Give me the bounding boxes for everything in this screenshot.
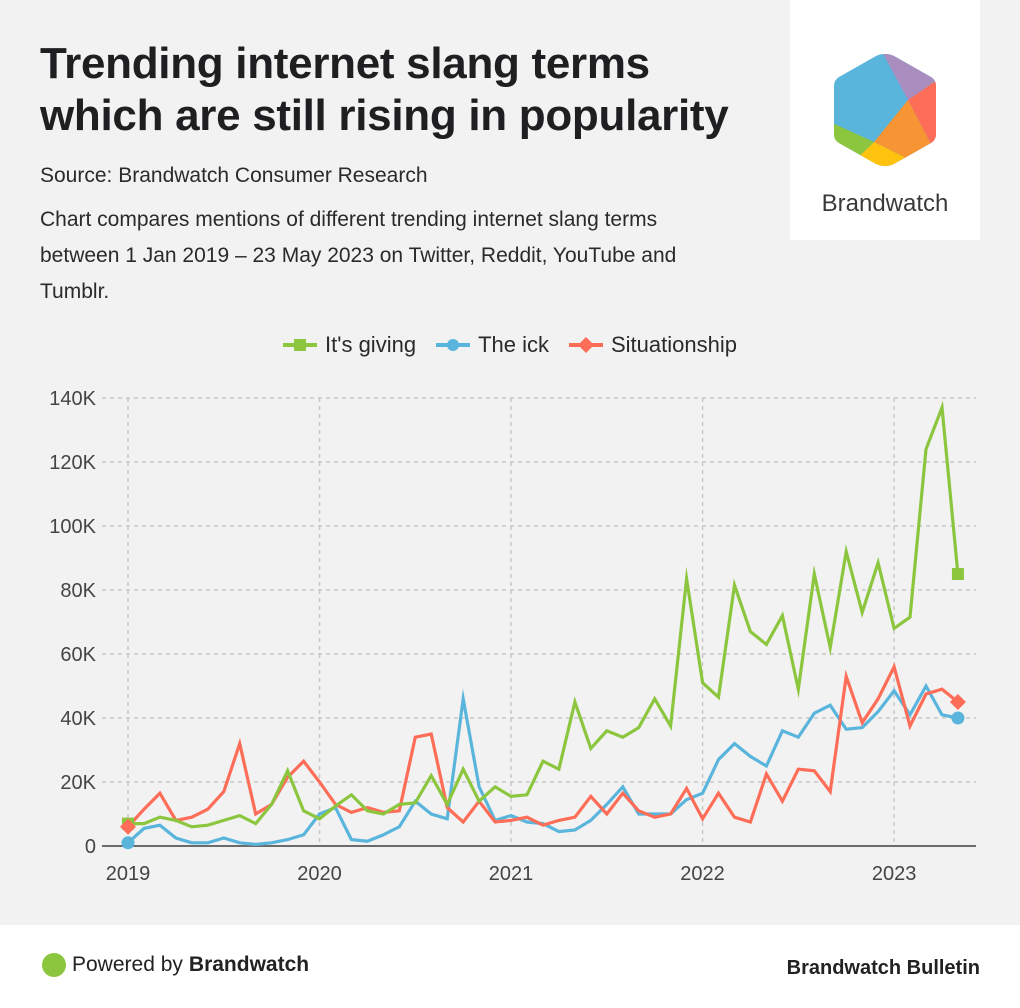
data-point-marker [121,836,135,850]
legend-item-situationship[interactable]: Situationship [568,332,737,358]
chart-description: Chart compares mentions of different tre… [40,208,677,303]
diamond-marker-icon [568,337,603,353]
y-tick-label: 60K [60,644,96,666]
chart-series [120,400,966,850]
series-line-it-s-giving [128,400,960,829]
powered-prefix: Powered by [72,953,183,976]
legend-item-the-ick[interactable]: The ick [436,332,549,358]
brandwatch-hexagon-icon [834,54,936,166]
y-tick-label: 40K [60,708,96,730]
y-tick-label: 140K [49,388,96,410]
legend-label: The ick [478,332,549,357]
y-axis-labels: 0 20K 40K 60K 80K 100K 120K 140K [49,388,96,858]
footer: Powered by Brandwatch Brandwatch Bulleti… [0,925,1020,1008]
powered-by: Powered by Brandwatch [42,953,309,977]
chart-grid [102,397,976,847]
brand-dot-icon [42,953,66,977]
y-tick-label: 80K [60,580,96,602]
y-tick-label: 100K [49,516,96,538]
series-line-situationship [126,662,959,828]
chart-source: Source: Brandwatch Consumer Research [40,164,428,187]
x-axis-labels: 2019 2020 2021 2022 2023 [106,863,917,885]
data-point-marker [951,568,964,580]
x-tick-label: 2023 [872,863,917,885]
circle-marker-icon [436,339,471,351]
y-tick-label: 0 [85,836,96,858]
x-tick-label: 2022 [680,863,725,885]
logo-wordmark: Brandwatch [821,190,949,217]
y-tick-label: 120K [49,452,96,474]
chart-title: Trending internet slang terms which are … [40,39,729,140]
x-tick-label: 2021 [489,863,534,885]
brandwatch-logo: Brandwatch [790,0,980,240]
powered-brand: Brandwatch [188,953,310,976]
data-point-marker [120,818,136,835]
x-tick-label: 2019 [106,863,151,885]
legend-item-its-giving[interactable]: It's giving [283,332,416,358]
data-point-marker [949,694,966,710]
legend-label: Situationship [610,332,737,357]
square-marker-icon [283,339,318,351]
data-point-marker [951,711,965,725]
y-tick-label: 20K [60,772,96,794]
bulletin-label: Brandwatch Bulletin [786,957,980,979]
chart-legend: It's giving The ick Situationship [0,332,1020,358]
legend-label: It's giving [325,332,417,357]
x-tick-label: 2020 [297,863,342,885]
